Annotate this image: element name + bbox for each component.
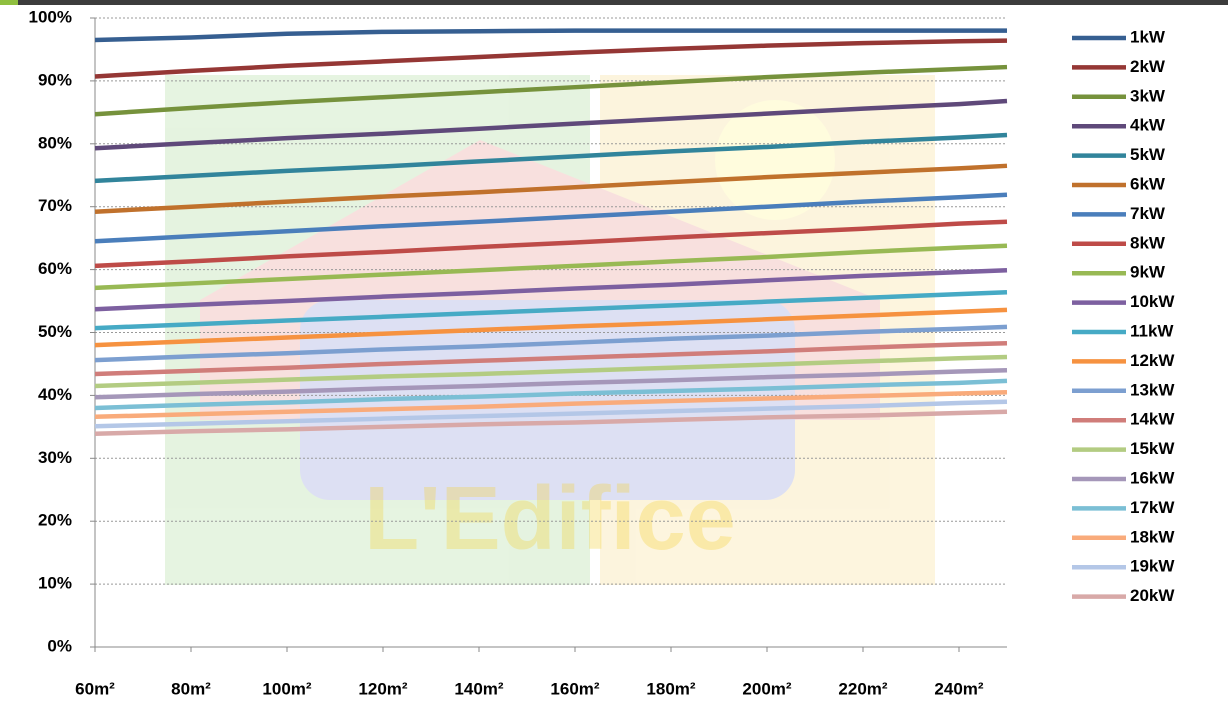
legend-label: 13kW: [1130, 380, 1175, 399]
legend-label: 9kW: [1130, 263, 1166, 282]
series-line: [94, 163, 1008, 214]
legend-label: 16kW: [1130, 468, 1175, 487]
series-line: [94, 243, 1008, 291]
series-line: [94, 324, 1008, 363]
legend-label: 19kW: [1130, 557, 1175, 576]
x-tick-label: 100m²: [262, 679, 311, 698]
y-tick-label: 40%: [38, 385, 72, 404]
legend-label: 2kW: [1130, 57, 1166, 76]
legend-label: 10kW: [1130, 292, 1175, 311]
legend-label: 4kW: [1130, 116, 1166, 135]
series-line: [94, 132, 1008, 184]
x-tick-label: 80m²: [171, 679, 211, 698]
top-bar: [0, 0, 1228, 5]
watermark: L'Edifice: [364, 469, 735, 569]
series-line: [94, 307, 1008, 348]
x-tick-label: 220m²: [838, 679, 887, 698]
legend-label: 11kW: [1130, 321, 1174, 340]
y-tick-label: 30%: [38, 448, 72, 467]
y-tick-label: 10%: [38, 574, 72, 593]
legend-label: 15kW: [1130, 439, 1175, 458]
series-line: [94, 367, 1008, 400]
y-tick-label: 90%: [38, 70, 72, 89]
legend-label: 12kW: [1130, 351, 1175, 370]
series-line: [94, 267, 1008, 312]
y-tick-label: 80%: [38, 133, 72, 152]
legend-label: 7kW: [1130, 204, 1166, 223]
x-tick-label: 160m²: [550, 679, 599, 698]
series-line: [94, 38, 1008, 79]
legend-label: 14kW: [1130, 410, 1175, 429]
series-line: [94, 192, 1008, 244]
y-tick-label: 50%: [38, 322, 72, 341]
legend-label: 5kW: [1130, 145, 1166, 164]
x-tick-label: 200m²: [742, 679, 791, 698]
series-line: [94, 28, 1007, 43]
legend-label: 6kW: [1130, 174, 1166, 193]
x-tick-label: 180m²: [646, 679, 695, 698]
series-line: [94, 378, 1008, 411]
series-line: [94, 354, 1008, 389]
x-tick-label: 60m²: [75, 679, 115, 698]
series-line: [94, 289, 1008, 331]
legend-label: 20kW: [1130, 586, 1175, 605]
y-tick-label: 100%: [29, 7, 72, 26]
series-line: [94, 98, 1008, 151]
series-line: [94, 219, 1008, 269]
legend-label: 18kW: [1130, 527, 1175, 546]
series-line: [94, 64, 1008, 117]
y-tick-label: 70%: [38, 196, 72, 215]
y-tick-label: 0%: [47, 636, 72, 655]
y-tick-label: 20%: [38, 511, 72, 530]
x-tick-label: 140m²: [454, 679, 503, 698]
legend-label: 8kW: [1130, 233, 1166, 252]
legend-label: 1kW: [1130, 27, 1166, 46]
series-line: [94, 340, 1008, 377]
series-line: [94, 409, 1008, 437]
legend-label: 3kW: [1130, 86, 1166, 105]
x-tick-label: 120m²: [358, 679, 407, 698]
legend-label: 17kW: [1130, 498, 1175, 517]
series-line: [94, 390, 1008, 420]
top-bar-accent: [0, 0, 18, 5]
series-line: [94, 399, 1008, 429]
x-tick-label: 240m²: [934, 679, 983, 698]
y-tick-label: 60%: [38, 259, 72, 278]
